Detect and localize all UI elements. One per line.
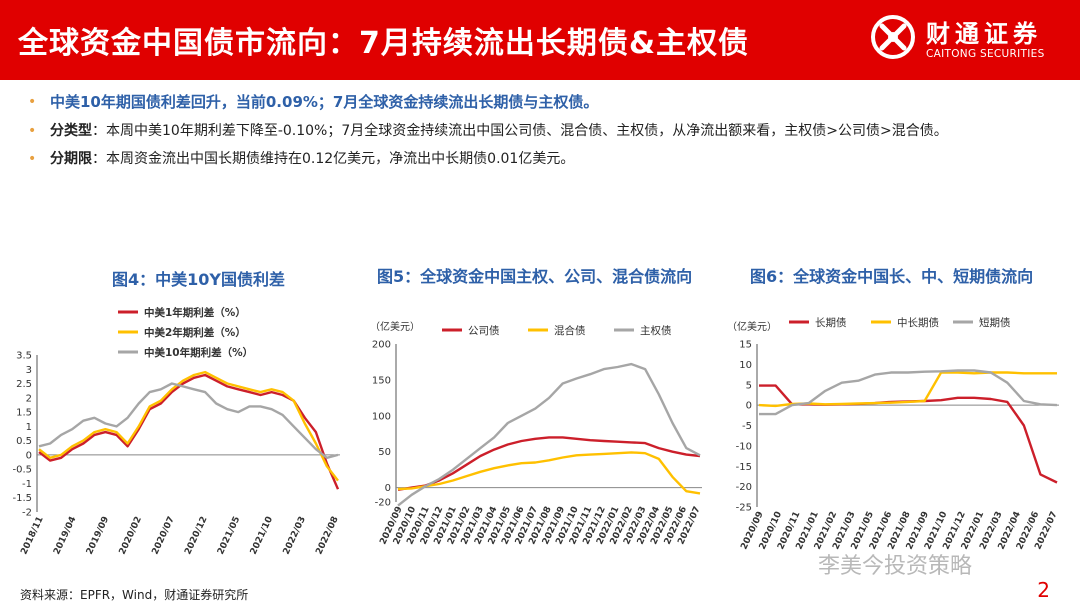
bullet-dot-icon: • [28,151,37,167]
x-tick-label: 2019/09 [85,515,111,556]
y-tick-label: 0 [746,401,752,412]
legend-label: 中美2年期利差（%） [144,326,246,339]
logo-en-text: CAITONG SECURITIES [926,48,1045,60]
company-logo: 财通证券 CAITONG SECURITIES [862,8,1062,72]
legend-label: 公司债 [468,324,500,337]
y-tick-label: 3.5 [16,351,32,362]
bullet-label: 分类型 [50,123,92,139]
y-tick-label: 1.5 [16,408,32,419]
series-line-2 [397,451,701,495]
bullet-text: ：本周资金流出中国长期债维持在0.12亿美元，净流出中长期债0.01亿美元。 [92,151,575,167]
watermark-text: 李美今投资策略 [818,554,973,579]
y-tick-label: 2.5 [16,379,32,390]
page-title: 全球资金中国债市流向：7月持续流出长期债&主权债 [18,26,750,61]
bullet-label: 分期限 [50,151,92,167]
bullet-item: • 中美10年期国债利差回升，当前0.09%；7月全球资金持续流出长期债与主权债… [28,92,1068,113]
x-tick-label: 2020/12 [183,515,209,556]
y-tick-label: 15 [739,340,752,351]
x-tick-label: 2021/10 [249,515,275,556]
chart-title-2: 图5：全球资金中国主权、公司、混合债流向 [377,267,693,286]
x-tick-label: 2020/07 [150,515,176,556]
y-tick-label: 1 [26,422,32,433]
y-tick-label: 50 [378,447,391,458]
series-line-1 [397,436,701,491]
legend-label: 混合债 [554,324,586,337]
legend-label: 中长期债 [897,316,939,329]
page-number: 2 [1037,578,1050,602]
y-tick-label: 5 [746,380,752,391]
bond-type-flow-chart: 200150100500-20（亿美元）2020/092020/102020/1… [370,320,703,546]
legend-label: 主权债 [640,324,672,337]
header-bar: 全球资金中国债市流向：7月持续流出长期债&主权债 财通证券 CAITONG SE… [0,0,1080,80]
bullet-dot-icon: • [28,123,37,139]
series-line-3 [759,369,1058,416]
series-line-1 [38,373,340,490]
x-tick-label: 2020/02 [118,515,144,556]
bullet-dot-icon: • [28,94,37,110]
x-tick-label: 2022/03 [282,515,308,556]
y-tick-label: 0 [26,450,32,461]
y-axis-label: （亿美元） [727,320,777,333]
y-tick-label: -0.5 [12,465,32,476]
series-line-3 [38,382,339,460]
legend-label: 长期债 [815,316,847,329]
logo-cn-text: 财通证券 [926,20,1042,48]
legend-label: 中美1年期利差（%） [144,306,246,319]
y-tick-label: -1 [22,479,32,490]
y-tick-label: 2 [26,393,32,404]
series-line-1 [759,384,1058,484]
bond-tenor-flow-chart: 151050-5-10-15-20-25（亿美元）2020/092020/102… [727,316,1060,551]
y-tick-label: 150 [372,375,391,386]
y-tick-label: -1.5 [12,493,32,504]
y-tick-label: -10 [736,441,752,452]
caitong-logo-icon [871,15,915,59]
y-tick-label: 200 [372,340,391,351]
y-tick-label: -15 [736,462,752,473]
y-tick-label: 10 [739,360,752,371]
y-tick-label: -2 [22,508,32,519]
y-tick-label: -20 [736,482,752,493]
x-tick-label: 2021/05 [216,515,242,556]
bullet-item: • 分类型：本周中美10年期利差下降至-0.10%；7月全球资金持续流出中国公司… [28,121,1068,141]
bullet-item: • 分期限：本周资金流出中国长期债维持在0.12亿美元，净流出中长期债0.01亿… [28,149,1068,169]
y-tick-label: 100 [372,411,391,422]
bullet-text: ：本周中美10年期利差下降至-0.10%；7月全球资金持续流出中国公司债、混合债… [92,123,948,139]
source-note: 资料来源：EPFR，Wind，财通证券研究所 [20,588,249,602]
series-line-2 [38,370,339,482]
y-tick-label: -20 [375,498,391,509]
y-tick-label: -25 [736,503,752,514]
chart-title-1: 图4：中美10Y国债利差 [112,270,285,289]
summary-bullets: • 中美10年期国债利差回升，当前0.09%；7月全球资金持续流出长期债与主权债… [28,92,1068,177]
x-tick-label: 2018/11 [19,515,45,556]
y-tick-label: -5 [742,421,752,432]
y-axis-label: （亿美元） [370,320,420,333]
y-tick-label: 3 [26,365,32,376]
series-line-3 [397,362,701,507]
x-tick-label: 2022/08 [314,515,340,556]
y-tick-label: 0.5 [16,436,32,447]
legend-label: 中美10年期利差（%） [144,346,253,359]
bullet-text: 中美10年期国债利差回升，当前0.09%；7月全球资金持续流出长期债与主权债。 [50,93,599,111]
x-tick-label: 2019/04 [52,515,78,556]
legend-label: 短期债 [979,316,1011,329]
chart-title-3: 图6：全球资金中国长、中、短期债流向 [750,267,1034,286]
y-tick-label: 0 [385,483,391,494]
